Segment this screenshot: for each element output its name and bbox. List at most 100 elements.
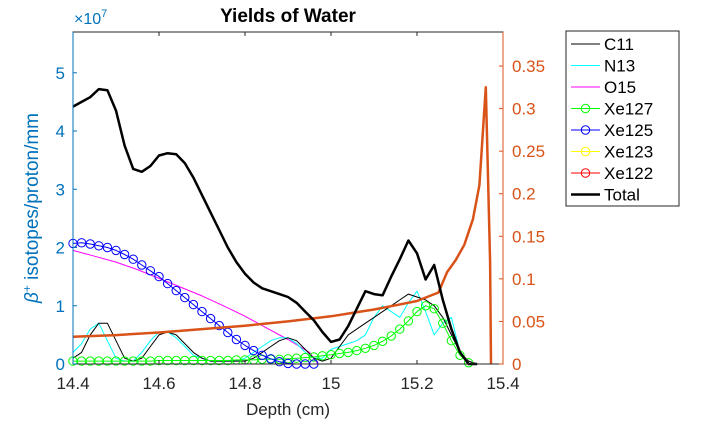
data-point-xe125 <box>188 299 199 310</box>
legend-item-xe125: Xe125 <box>571 121 653 140</box>
y-left-tick-label: 3 <box>56 180 65 199</box>
data-point-xe127 <box>343 347 353 358</box>
data-point-xe125 <box>119 249 130 260</box>
y-left-tick-label: 4 <box>56 122 65 141</box>
data-point-xe127 <box>377 336 388 346</box>
data-point-xe125 <box>102 242 113 253</box>
legend-label: Xe122 <box>604 164 653 183</box>
plot-background <box>73 32 503 364</box>
data-point-xe125 <box>266 354 276 364</box>
y-axis-left: 0 1 2 3 4 5 <box>56 32 77 374</box>
y-axis-left-label: β+ isotopes/proton/mm <box>20 113 43 304</box>
y-right-tick-label: 0.3 <box>512 100 536 119</box>
series-line-o15 <box>72 249 319 365</box>
y-left-tick-label: 1 <box>56 297 65 316</box>
legend-item-n13: N13 <box>571 57 635 76</box>
chart-title: Yields of Water <box>220 6 356 27</box>
legend-item-xe122: Xe122 <box>571 164 653 183</box>
y-right-tick-label: 0.05 <box>512 312 545 331</box>
series-xe127 <box>68 301 474 368</box>
series-line-total <box>72 87 478 366</box>
series-c11 <box>72 293 486 365</box>
x-tick-label: 15.4 <box>486 374 519 393</box>
legend-marker <box>580 168 591 178</box>
data-point-xe125 <box>205 313 216 324</box>
y-label-plus: + <box>20 285 34 292</box>
y-right-tick-label: 0.1 <box>512 270 536 289</box>
data-point-xe127 <box>412 306 422 317</box>
legend-label: O15 <box>604 78 636 97</box>
y-right-tick-label: 0.25 <box>512 142 545 161</box>
legend-label: Total <box>604 186 640 205</box>
data-point-xe127 <box>429 304 439 314</box>
y-left-tick-label: 2 <box>56 239 65 258</box>
legend-marker <box>580 146 591 157</box>
legend-item-c11: C11 <box>571 35 634 54</box>
series-line-xe125 <box>72 242 314 365</box>
x-tick-label: 14.6 <box>142 374 175 393</box>
legend-item-o15: O15 <box>571 78 636 97</box>
data-point-xe125 <box>214 320 224 331</box>
data-point-xe125 <box>94 241 104 251</box>
series-total <box>72 87 478 366</box>
data-point-xe125 <box>240 340 250 351</box>
data-point-xe127 <box>386 331 396 341</box>
data-point-xe127 <box>360 343 371 353</box>
data-point-xe125 <box>197 306 207 317</box>
x-axis: 14.4 14.6 14.8 15 15.2 15.4 <box>56 32 520 393</box>
y-exponent-base: ×10 <box>74 11 101 28</box>
legend-item-xe123: Xe123 <box>571 143 653 162</box>
series-xe125 <box>68 238 319 369</box>
data-point-xe125 <box>85 239 95 249</box>
x-tick-label: 14.4 <box>56 374 89 393</box>
series-n13 <box>72 290 470 365</box>
data-point-xe125 <box>128 254 138 264</box>
x-axis-label: Depth (cm) <box>246 400 330 419</box>
x-tick-label: 14.8 <box>228 374 261 393</box>
data-point-xe125 <box>180 292 190 303</box>
series-o15 <box>72 249 319 365</box>
legend-items: C11 N13 O15 Xe127 Xe125 Xe123 Xe122 Total <box>571 35 653 205</box>
data-point-xe127 <box>369 340 379 351</box>
data-point-xe125 <box>154 271 164 282</box>
data-point-xe127 <box>403 316 414 326</box>
data-point-xe125 <box>257 350 267 360</box>
y-right-tick-label: 0 <box>512 355 521 374</box>
y-right-tick-label: 0.15 <box>512 227 545 246</box>
series-layer <box>68 86 493 369</box>
data-point-xe125 <box>137 260 147 270</box>
legend-item-total: Total <box>571 186 640 205</box>
data-point-xe127 <box>395 324 405 334</box>
legend-label: Xe127 <box>604 100 653 119</box>
series-line-n13 <box>72 290 470 365</box>
legend-label: N13 <box>604 57 635 76</box>
legend-item-xe127: Xe127 <box>571 100 653 119</box>
legend-marker <box>580 103 591 114</box>
y-left-tick-label: 0 <box>56 355 65 374</box>
data-point-xe125 <box>171 285 181 296</box>
x-tick-label: 15 <box>322 374 341 393</box>
data-point-xe127 <box>352 345 362 356</box>
data-point-xe125 <box>111 245 121 256</box>
legend-label: Xe123 <box>604 143 653 162</box>
series-line-right-axis <box>72 86 493 365</box>
legend-label: Xe125 <box>604 121 653 140</box>
y-right-tick-label: 0.2 <box>512 185 536 204</box>
y-label-rest: isotopes/proton/mm <box>22 113 43 285</box>
y-axis-exponent: ×107 <box>74 8 107 28</box>
y-left-tick-label: 5 <box>56 64 65 83</box>
data-point-xe125 <box>231 334 242 345</box>
legend-marker <box>580 125 591 135</box>
legend: C11 N13 O15 Xe127 Xe125 Xe123 Xe122 Total <box>565 30 680 207</box>
legend-label: C11 <box>604 35 634 54</box>
data-point-xe125 <box>162 278 173 289</box>
series-right-axis <box>72 86 493 365</box>
data-point-xe127 <box>420 301 431 311</box>
plot-area: 14.4 14.6 14.8 15 15.2 15.4 0 1 2 3 4 5 0 0.05 0.1 0.… <box>56 31 545 393</box>
y-exponent-power: 7 <box>101 8 107 20</box>
y-right-tick-label: 0.35 <box>512 57 545 76</box>
y-label-beta: β <box>22 292 43 304</box>
data-point-xe127 <box>438 318 448 328</box>
data-point-xe125 <box>145 266 156 276</box>
